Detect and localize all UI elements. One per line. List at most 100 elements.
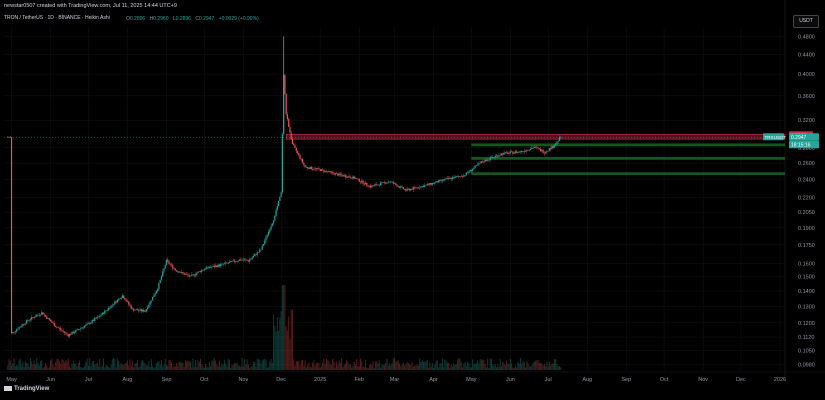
candle-body[interactable] bbox=[437, 180, 440, 183]
candle-body[interactable] bbox=[285, 93, 287, 115]
candle-body[interactable] bbox=[158, 283, 160, 290]
candle-body[interactable] bbox=[441, 179, 443, 181]
candle-body[interactable] bbox=[295, 147, 297, 151]
candle-body[interactable] bbox=[322, 169, 324, 170]
candle-body[interactable] bbox=[37, 314, 39, 316]
candle-body[interactable] bbox=[458, 176, 460, 177]
candle-body[interactable] bbox=[241, 259, 243, 261]
candle-body[interactable] bbox=[247, 260, 249, 262]
candle-body[interactable] bbox=[435, 181, 437, 183]
candle-body[interactable] bbox=[152, 296, 154, 301]
candle-body[interactable] bbox=[482, 161, 484, 163]
candle-body[interactable] bbox=[10, 136, 13, 334]
candle-body[interactable] bbox=[385, 182, 387, 184]
candle-body[interactable] bbox=[114, 301, 116, 305]
candle-body[interactable] bbox=[221, 263, 223, 265]
candle-body[interactable] bbox=[529, 148, 532, 151]
candle-body[interactable] bbox=[363, 183, 365, 185]
candle-body[interactable] bbox=[454, 176, 456, 179]
support-level-line[interactable] bbox=[471, 156, 785, 160]
candle-body[interactable] bbox=[81, 327, 83, 329]
candle-body[interactable] bbox=[148, 304, 150, 308]
candle-body[interactable] bbox=[498, 155, 500, 157]
candle-body[interactable] bbox=[275, 210, 277, 217]
candle-body[interactable] bbox=[36, 315, 38, 317]
candle-body[interactable] bbox=[223, 263, 226, 265]
candle-body[interactable] bbox=[96, 316, 98, 319]
candle-body[interactable] bbox=[233, 260, 236, 262]
candle-body[interactable] bbox=[492, 157, 494, 158]
candle-body[interactable] bbox=[112, 304, 115, 305]
candle-body[interactable] bbox=[56, 327, 58, 328]
candle-body[interactable] bbox=[106, 309, 108, 311]
candle-body[interactable] bbox=[216, 265, 218, 267]
candle-body[interactable] bbox=[313, 169, 315, 170]
candle-body[interactable] bbox=[443, 179, 445, 181]
candle-body[interactable] bbox=[236, 261, 238, 262]
candle-body[interactable] bbox=[388, 181, 391, 183]
candle-body[interactable] bbox=[339, 173, 341, 175]
candle-body[interactable] bbox=[252, 256, 255, 258]
candle-body[interactable] bbox=[199, 271, 202, 272]
candle-body[interactable] bbox=[495, 155, 498, 157]
candle-body[interactable] bbox=[395, 183, 397, 185]
candle-body[interactable] bbox=[338, 173, 340, 176]
candle-body[interactable] bbox=[261, 245, 263, 250]
candle-body[interactable] bbox=[479, 163, 481, 164]
candle-body[interactable] bbox=[368, 185, 370, 187]
candle-body[interactable] bbox=[130, 305, 132, 309]
candle-body[interactable] bbox=[126, 301, 129, 302]
candle-body[interactable] bbox=[155, 290, 158, 294]
candle-body[interactable] bbox=[188, 275, 190, 277]
candle-body[interactable] bbox=[128, 301, 130, 305]
candle-body[interactable] bbox=[191, 274, 193, 276]
candle-body[interactable] bbox=[209, 267, 212, 268]
candle-body[interactable] bbox=[52, 322, 54, 324]
candle-body[interactable] bbox=[527, 149, 529, 151]
candle-body[interactable] bbox=[51, 321, 53, 323]
candle-body[interactable] bbox=[518, 151, 520, 153]
candle-body[interactable] bbox=[324, 170, 326, 172]
candle-body[interactable] bbox=[300, 158, 302, 160]
candle-body[interactable] bbox=[121, 295, 124, 298]
candle-body[interactable] bbox=[50, 319, 52, 322]
candle-body[interactable] bbox=[104, 310, 106, 314]
candle-body[interactable] bbox=[519, 151, 522, 153]
candle-body[interactable] bbox=[249, 259, 251, 262]
candle-body[interactable] bbox=[509, 151, 511, 153]
candle-body[interactable] bbox=[46, 316, 48, 319]
candle-body[interactable] bbox=[534, 146, 537, 148]
candle-body[interactable] bbox=[475, 165, 477, 166]
candle-body[interactable] bbox=[327, 171, 329, 172]
candle-body[interactable] bbox=[141, 309, 144, 312]
candle-body[interactable] bbox=[60, 328, 62, 330]
candle-body[interactable] bbox=[194, 274, 197, 276]
currency-button[interactable]: USDT bbox=[793, 15, 819, 28]
candle-body[interactable] bbox=[68, 334, 71, 337]
candle-body[interactable] bbox=[259, 249, 261, 253]
candle-body[interactable] bbox=[468, 172, 470, 173]
candle-body[interactable] bbox=[470, 169, 472, 171]
candle-body[interactable] bbox=[522, 151, 524, 152]
candle-body[interactable] bbox=[377, 184, 379, 186]
candle-body[interactable] bbox=[12, 331, 14, 334]
candle-body[interactable] bbox=[445, 178, 447, 180]
candle-body[interactable] bbox=[364, 182, 367, 185]
candle-body[interactable] bbox=[526, 149, 528, 151]
candle-body[interactable] bbox=[330, 171, 333, 173]
candle-body[interactable] bbox=[434, 182, 436, 184]
candle-body[interactable] bbox=[560, 137, 562, 139]
candle-body[interactable] bbox=[533, 147, 535, 148]
candle-body[interactable] bbox=[213, 265, 215, 267]
candle-body[interactable] bbox=[303, 162, 305, 165]
candle-body[interactable] bbox=[332, 172, 334, 174]
candle-body[interactable] bbox=[284, 75, 286, 94]
candle-body[interactable] bbox=[33, 317, 35, 318]
candle-body[interactable] bbox=[8, 137, 10, 138]
candle-body[interactable] bbox=[298, 152, 300, 156]
candle-body[interactable] bbox=[376, 184, 378, 186]
candle-body[interactable] bbox=[228, 262, 231, 264]
candle-body[interactable] bbox=[557, 140, 559, 142]
candle-body[interactable] bbox=[309, 166, 311, 169]
candle-body[interactable] bbox=[243, 259, 246, 261]
